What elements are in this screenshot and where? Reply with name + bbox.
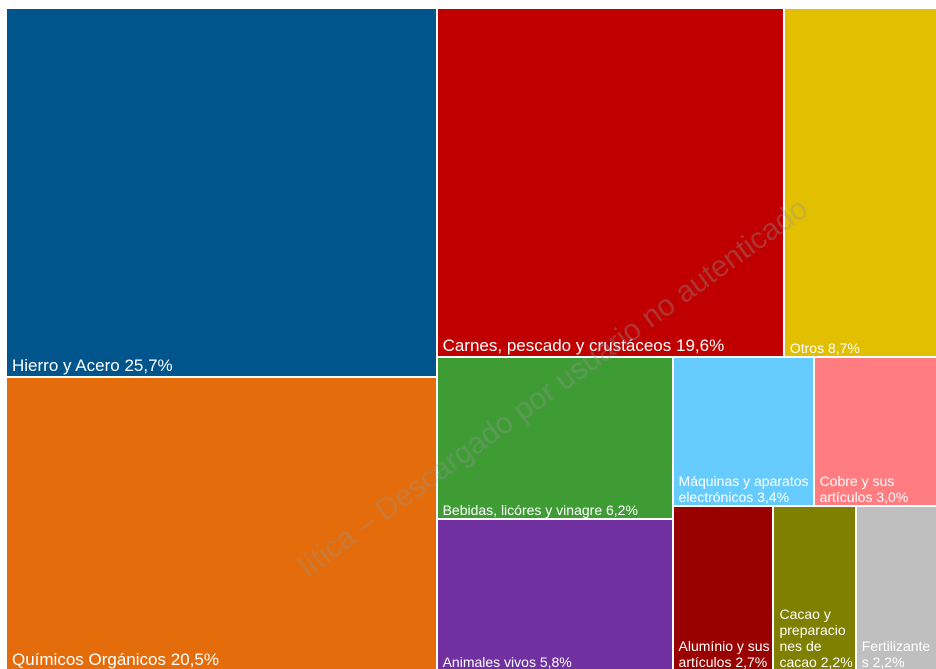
value-label: 3,4% — [757, 488, 790, 505]
cell-label: Otros 8,7% — [790, 340, 935, 356]
category-label: Alumínio y sus artículos — [678, 637, 770, 669]
cell-label: Cobre y sus artículos 3,0% — [820, 473, 935, 505]
cell-label: Animales vivos 5,8% — [443, 654, 670, 669]
treemap-cell: Carnes, pescado y crustáceos 19,6% — [436, 8, 784, 357]
value-label: 2,2% — [872, 653, 905, 669]
category-label: Cacao y preparaciones de cacao — [779, 605, 846, 669]
category-label: Máquinas y aparatos electrónicos — [678, 472, 809, 505]
category-label: Carnes, pescado y crustáceos — [442, 336, 672, 356]
category-label: Otros — [789, 339, 825, 356]
cell-label: Químicos Orgánicos 20,5% — [12, 650, 434, 669]
treemap-cell: Bebidas, licóres y vinagre 6,2% — [436, 356, 673, 520]
cell-label: Fertilizantes 2,2% — [862, 638, 935, 669]
category-label: Animales vivos — [442, 653, 536, 669]
value-label: 20,5% — [170, 650, 219, 669]
category-label: Cobre y sus artículos — [819, 472, 895, 505]
value-label: 2,7% — [735, 653, 768, 669]
treemap-cell: Animales vivos 5,8% — [436, 519, 673, 669]
value-label: 2,2% — [820, 653, 853, 669]
category-label: Bebidas, licóres y vinagre — [442, 502, 603, 519]
cell-label: Máquinas y aparatos electrónicos 3,4% — [679, 473, 811, 505]
category-label: Químicos Orgánicos — [12, 650, 166, 669]
value-label: 19,6% — [675, 336, 725, 356]
cell-label: Carnes, pescado y crustáceos 19,6% — [443, 336, 781, 356]
value-label: 5,8% — [539, 653, 572, 669]
treemap-cell: Químicos Orgánicos 20,5% — [6, 376, 437, 669]
category-label: Hierro y Acero — [12, 356, 120, 376]
treemap-cell: Máquinas y aparatos electrónicos 3,4% — [672, 356, 814, 506]
treemap-cell: Otros 8,7% — [783, 8, 936, 357]
treemap-cell: Cacao y preparaciones de cacao 2,2% — [773, 505, 856, 669]
treemap-cell: Cobre y sus artículos 3,0% — [813, 356, 936, 506]
cell-label: Cacao y preparaciones de cacao 2,2% — [779, 606, 852, 669]
cell-label: Alumínio y sus artículos 2,7% — [679, 638, 771, 669]
cell-label: Bebidas, licóres y vinagre 6,2% — [443, 502, 670, 518]
category-label: Fertilizantes — [861, 637, 931, 669]
value-label: 6,2% — [606, 502, 638, 519]
value-label: 8,7% — [827, 339, 860, 356]
treemap-cell: Fertilizantes 2,2% — [855, 505, 936, 669]
cell-label: Hierro y Acero 25,7% — [12, 356, 434, 376]
treemap-cell: Hierro y Acero 25,7% — [6, 8, 437, 377]
value-label: 3,0% — [876, 488, 909, 505]
value-label: 25,7% — [124, 356, 173, 376]
treemap-cell: Alumínio y sus artículos 2,7% — [672, 505, 774, 669]
